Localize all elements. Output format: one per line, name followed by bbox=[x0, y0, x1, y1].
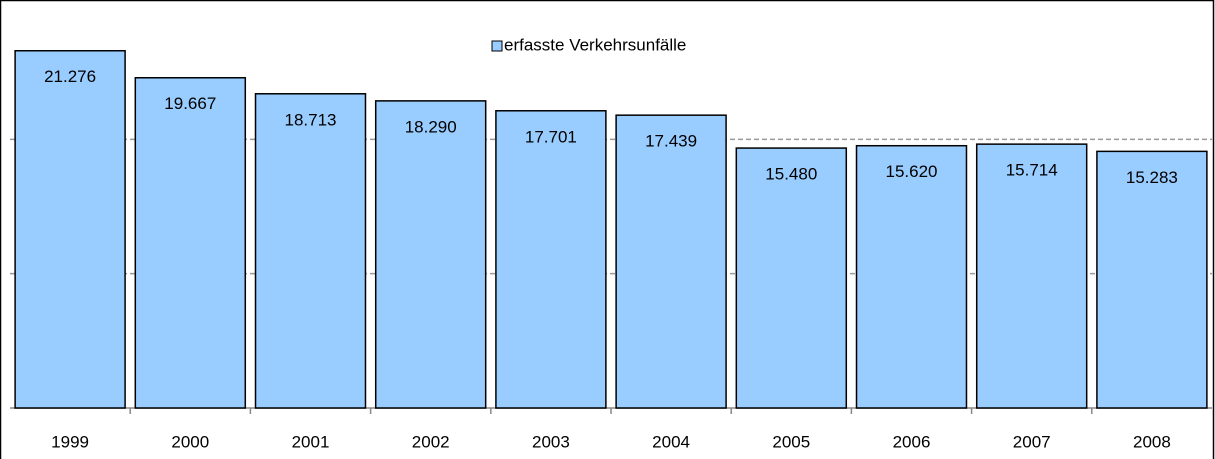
bar bbox=[495, 110, 607, 409]
x-tick-label: 2008 bbox=[1133, 432, 1171, 451]
bar bbox=[254, 93, 367, 409]
x-tick-label: 1999 bbox=[51, 432, 89, 451]
x-tick-label: 2001 bbox=[292, 432, 330, 451]
bar bbox=[14, 49, 126, 409]
value-label: 15.620 bbox=[886, 162, 938, 181]
x-tick-label: 2005 bbox=[772, 432, 810, 451]
bar bbox=[735, 147, 848, 409]
value-label: 19.667 bbox=[164, 94, 216, 113]
value-label: 17.701 bbox=[525, 127, 577, 146]
x-tick-label: 2004 bbox=[652, 432, 690, 451]
x-tick-label: 2000 bbox=[171, 432, 209, 451]
value-label: 18.713 bbox=[285, 110, 337, 129]
value-label: 17.439 bbox=[645, 132, 697, 151]
x-tick-label: 2003 bbox=[532, 432, 570, 451]
value-label: 15.714 bbox=[1006, 161, 1058, 180]
bar bbox=[1096, 150, 1208, 409]
x-tick-label: 2002 bbox=[412, 432, 450, 451]
bar bbox=[975, 143, 1088, 409]
bar bbox=[374, 100, 487, 409]
bar bbox=[855, 144, 968, 409]
bar bbox=[134, 77, 247, 409]
value-label: 21.276 bbox=[44, 67, 96, 86]
bar bbox=[615, 114, 727, 409]
value-label: 15.283 bbox=[1126, 168, 1178, 187]
value-label: 18.290 bbox=[405, 117, 457, 136]
value-label: 15.480 bbox=[765, 165, 817, 184]
legend-label: erfasste Verkehrsunfälle bbox=[504, 35, 686, 54]
legend-swatch bbox=[491, 40, 503, 52]
x-tick-label: 2006 bbox=[893, 432, 931, 451]
x-tick-label: 2007 bbox=[1013, 432, 1051, 451]
